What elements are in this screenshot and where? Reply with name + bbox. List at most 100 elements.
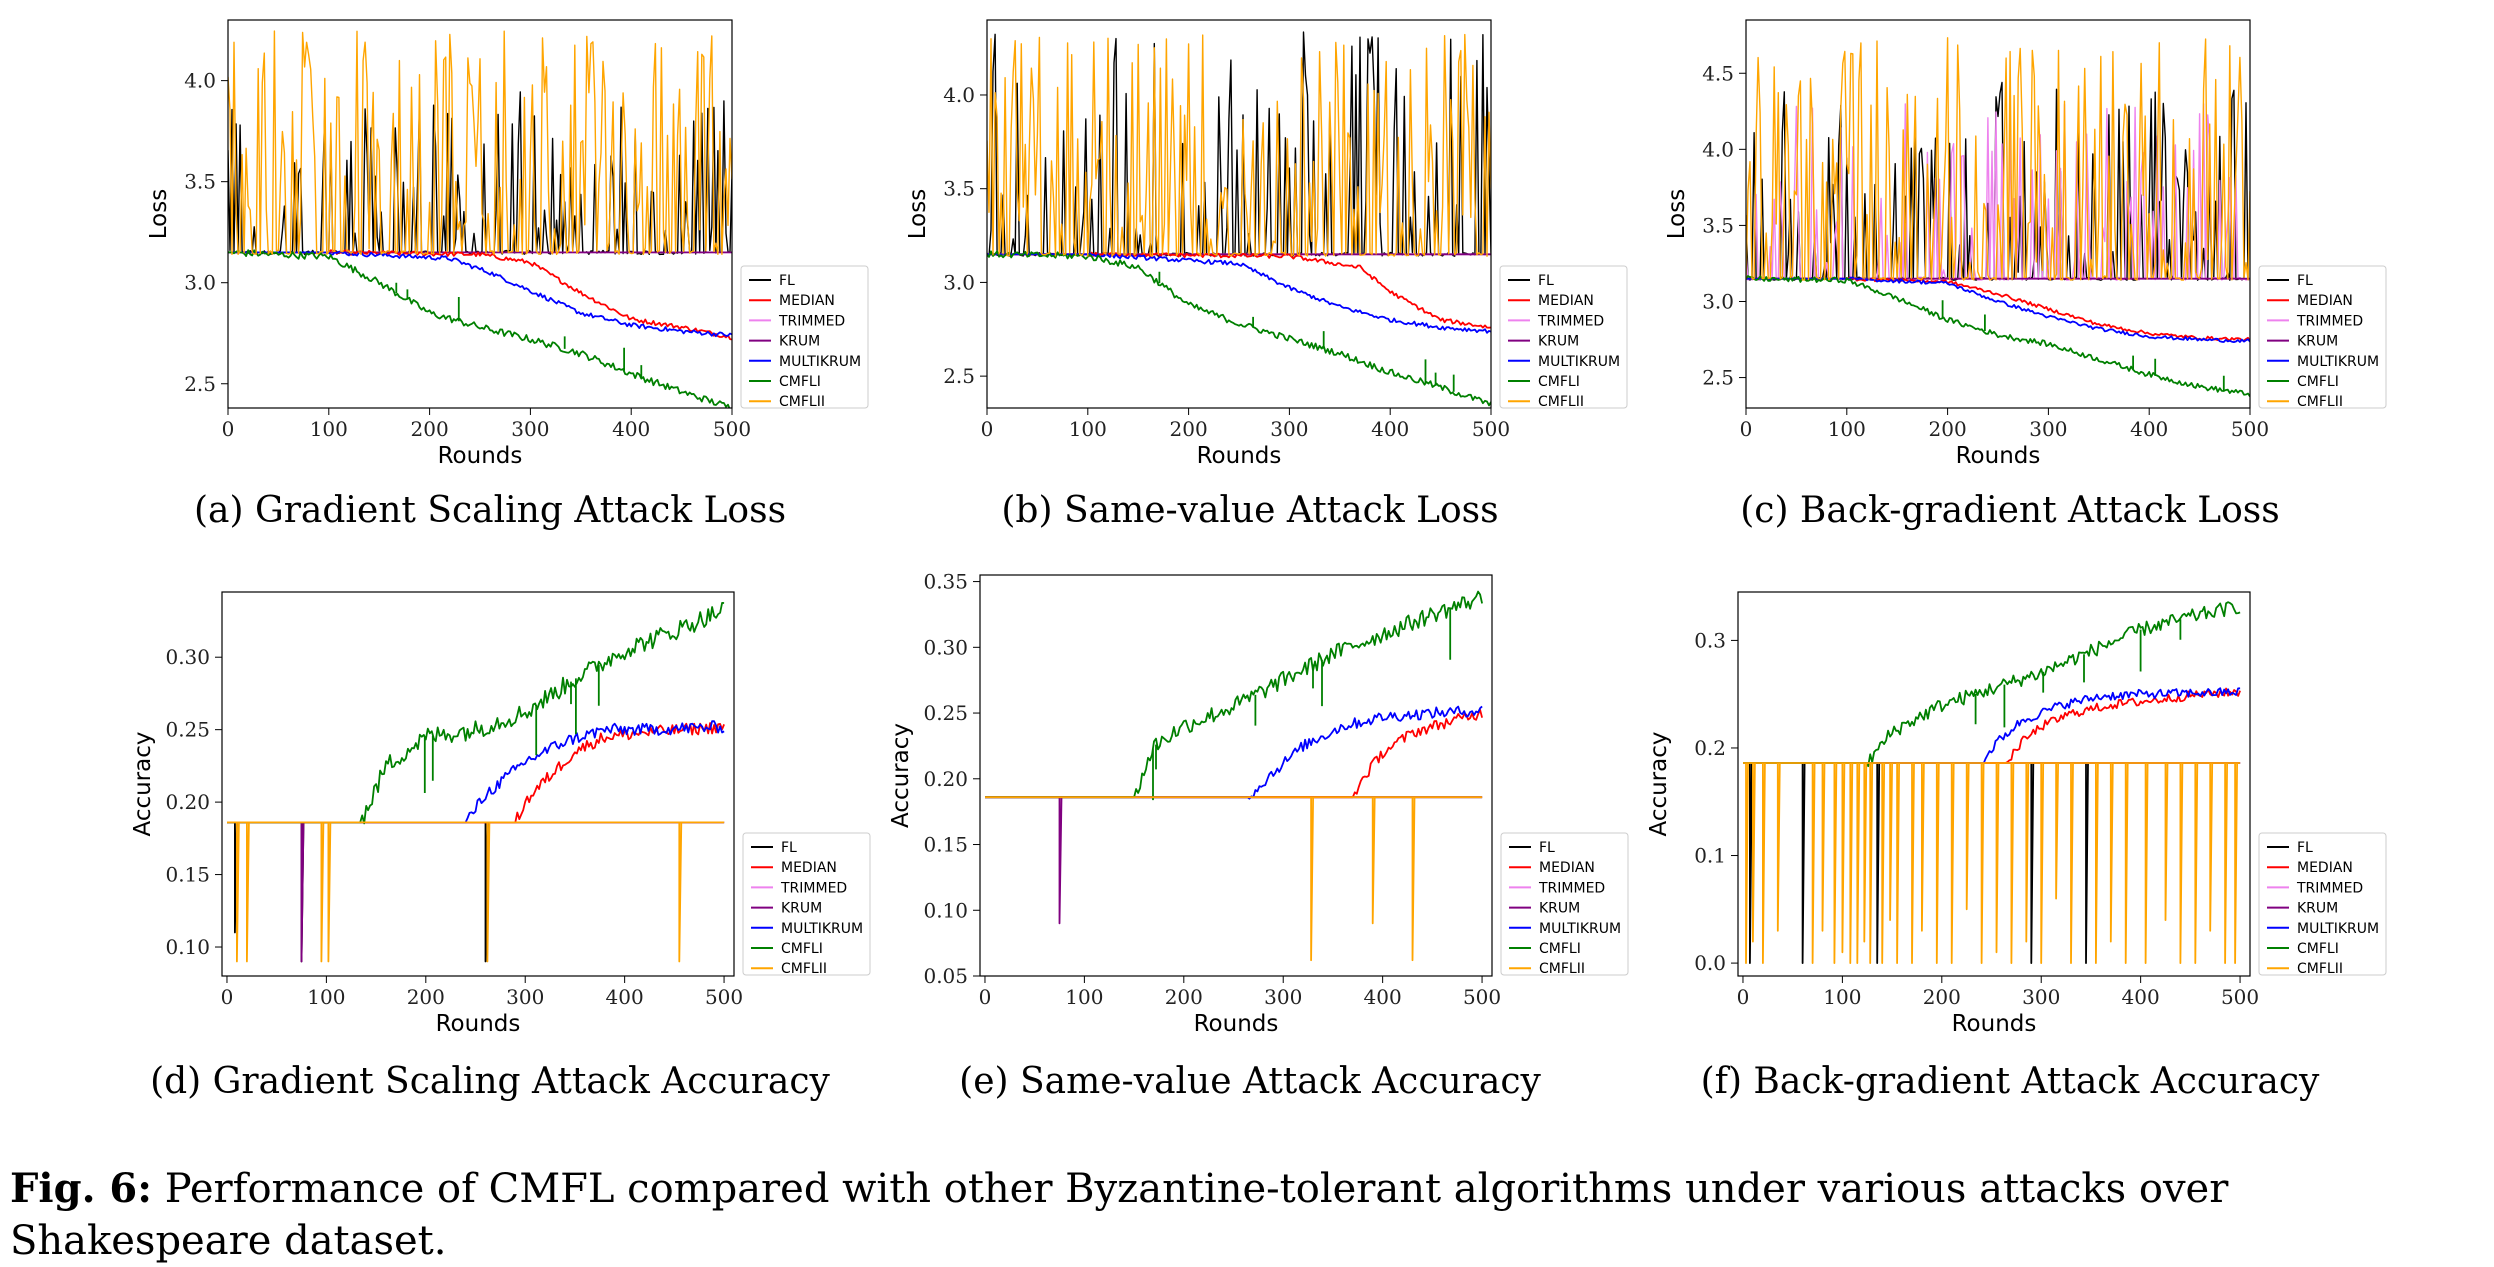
y-axis-label: Loss bbox=[1664, 189, 1690, 239]
series-line-fl bbox=[1746, 81, 2250, 281]
subcaption-d: (d) Gradient Scaling Attack Accuracy bbox=[150, 1061, 830, 1102]
x-tick-label: 400 bbox=[2130, 417, 2168, 441]
y-tick-label: 0.15 bbox=[165, 863, 210, 887]
x-tick-label: 200 bbox=[1923, 985, 1961, 1009]
series-line-cmfli bbox=[228, 249, 731, 408]
legend-label-fl: FL bbox=[1538, 273, 1554, 289]
y-tick-label: 3.5 bbox=[943, 177, 975, 201]
legend: FL MEDIAN TRIMMED KRUM MULTIKRUM CMFLI CMFLII bbox=[1499, 265, 1628, 410]
series-line-cmflii bbox=[985, 796, 1483, 962]
x-tick-label: 100 bbox=[1828, 417, 1866, 441]
y-tick-label: 0.2 bbox=[1694, 736, 1726, 760]
x-tick-label: 500 bbox=[705, 985, 743, 1009]
x-tick-label: 300 bbox=[2022, 985, 2060, 1009]
x-tick-label: 0 bbox=[1740, 417, 1753, 441]
x-tick-label: 300 bbox=[1264, 985, 1302, 1009]
y-tick-label: 4.0 bbox=[184, 69, 216, 93]
plot-frame bbox=[986, 19, 1492, 409]
x-tick-label: 300 bbox=[2029, 417, 2067, 441]
legend-label-median: MEDIAN bbox=[1539, 860, 1595, 876]
x-tick-label: 200 bbox=[1165, 985, 1203, 1009]
chart-panel-f: 0 100 200 300 400 500 0.0 0.1 0.2 0.3 Rounds Accura… bbox=[1646, 591, 2387, 1102]
x-tick-label: 0 bbox=[1737, 985, 1750, 1009]
x-tick-label: 300 bbox=[511, 417, 549, 441]
series-line-cmfli bbox=[1746, 275, 2250, 397]
series-line-cmfli bbox=[987, 250, 1491, 407]
subcaption-b: (b) Same-value Attack Loss bbox=[1001, 490, 1498, 531]
legend-label-cmflii: CMFLII bbox=[1538, 394, 1584, 410]
series-line-cmflii bbox=[227, 821, 725, 963]
plot-frame bbox=[227, 19, 733, 409]
y-tick-label: 0.30 bbox=[923, 635, 968, 659]
chart-panel-a: 0 100 200 300 400 500 2.5 3.0 3.5 4.0 Rounds Loss FL… bbox=[146, 19, 869, 531]
y-tick-label: 4.5 bbox=[1702, 61, 1734, 85]
y-tick-label: 0.20 bbox=[923, 767, 968, 791]
x-tick-label: 0 bbox=[221, 985, 234, 1009]
legend-label-cmflii: CMFLII bbox=[2297, 961, 2343, 977]
legend-label-krum: KRUM bbox=[1539, 901, 1580, 917]
legend-label-cmfli: CMFLI bbox=[1539, 941, 1581, 957]
x-tick-label: 400 bbox=[612, 417, 650, 441]
series-group bbox=[227, 602, 725, 963]
figure-canvas: 0 100 200 300 400 500 2.5 3.0 3.5 4.0 Rounds Loss FL… bbox=[130, 19, 2387, 1102]
y-tick-label: 0.15 bbox=[923, 833, 968, 857]
legend-label-cmfli: CMFLI bbox=[779, 374, 821, 390]
y-tick-label: 3.0 bbox=[1702, 289, 1734, 313]
y-tick-label: 0.35 bbox=[923, 570, 968, 594]
x-tick-label: 500 bbox=[713, 417, 751, 441]
y-tick-label: 0.25 bbox=[923, 701, 968, 725]
x-axis-label: Rounds bbox=[1197, 443, 1282, 469]
chart-panel-d: 0 100 200 300 400 500 0.10 0.15 0.20 0.25 0.30 Roun… bbox=[130, 591, 871, 1102]
legend-box bbox=[742, 832, 871, 976]
plot-frame bbox=[979, 574, 1493, 977]
x-axis-label: Rounds bbox=[1194, 1011, 1279, 1037]
x-tick-label: 500 bbox=[1472, 417, 1510, 441]
subcaption-e: (e) Same-value Attack Accuracy bbox=[959, 1061, 1541, 1102]
legend-label-multikrum: MULTIKRUM bbox=[781, 921, 863, 937]
y-tick-label: 0.30 bbox=[165, 645, 210, 669]
x-tick-label: 300 bbox=[1270, 417, 1308, 441]
x-tick-label: 200 bbox=[1170, 417, 1208, 441]
legend-box bbox=[2258, 832, 2387, 976]
series-line-multikrum bbox=[987, 252, 1491, 334]
y-tick-label: 2.5 bbox=[943, 364, 975, 388]
legend-label-fl: FL bbox=[781, 840, 797, 856]
y-tick-label: 3.5 bbox=[184, 170, 216, 194]
legend-label-median: MEDIAN bbox=[2297, 860, 2353, 876]
y-tick-label: 2.5 bbox=[1702, 366, 1734, 390]
plot-area bbox=[980, 575, 1492, 976]
x-tick-label: 200 bbox=[411, 417, 449, 441]
y-tick-label: 0.0 bbox=[1694, 951, 1726, 975]
legend-label-trimmed: TRIMMED bbox=[778, 313, 845, 329]
legend-label-median: MEDIAN bbox=[2297, 293, 2353, 309]
x-tick-label: 500 bbox=[2231, 417, 2269, 441]
subcaption-f: (f) Back-gradient Attack Accuracy bbox=[1701, 1061, 2320, 1102]
legend-box bbox=[740, 265, 869, 409]
subcaption-a: (a) Gradient Scaling Attack Loss bbox=[194, 490, 786, 531]
x-tick-label: 500 bbox=[2221, 985, 2259, 1009]
legend: FL MEDIAN TRIMMED KRUM MULTIKRUM CMFLI CMFLII bbox=[1500, 832, 1629, 977]
legend-label-cmflii: CMFLII bbox=[2297, 394, 2343, 410]
y-tick-label: 0.20 bbox=[165, 790, 210, 814]
x-tick-label: 100 bbox=[1823, 985, 1861, 1009]
legend-box bbox=[1500, 832, 1629, 976]
y-tick-label: 0.25 bbox=[165, 718, 210, 742]
figure-caption-text: Performance of CMFL compared with other … bbox=[10, 1166, 2229, 1264]
legend-label-multikrum: MULTIKRUM bbox=[1538, 354, 1620, 370]
legend-label-cmfli: CMFLI bbox=[1538, 374, 1580, 390]
legend-label-krum: KRUM bbox=[2297, 334, 2338, 350]
chart-panel-c: 0 100 200 300 400 500 2.5 3.0 3.5 4.0 4.5 Rounds Los… bbox=[1664, 19, 2387, 531]
legend: FL MEDIAN TRIMMED KRUM MULTIKRUM CMFLI CMFLII bbox=[2258, 832, 2387, 977]
legend-label-multikrum: MULTIKRUM bbox=[2297, 921, 2379, 937]
series-group bbox=[987, 31, 1491, 407]
x-tick-label: 400 bbox=[1364, 985, 1402, 1009]
x-tick-label: 400 bbox=[606, 985, 644, 1009]
x-tick-label: 100 bbox=[1065, 985, 1103, 1009]
series-group bbox=[1743, 601, 2241, 964]
legend-label-krum: KRUM bbox=[779, 334, 820, 350]
legend-label-fl: FL bbox=[779, 273, 795, 289]
y-axis-label: Accuracy bbox=[130, 731, 156, 836]
x-tick-label: 400 bbox=[1371, 417, 1409, 441]
legend: FL MEDIAN TRIMMED KRUM MULTIKRUM CMFLI CMFLII bbox=[2258, 265, 2387, 410]
x-tick-label: 100 bbox=[310, 417, 348, 441]
